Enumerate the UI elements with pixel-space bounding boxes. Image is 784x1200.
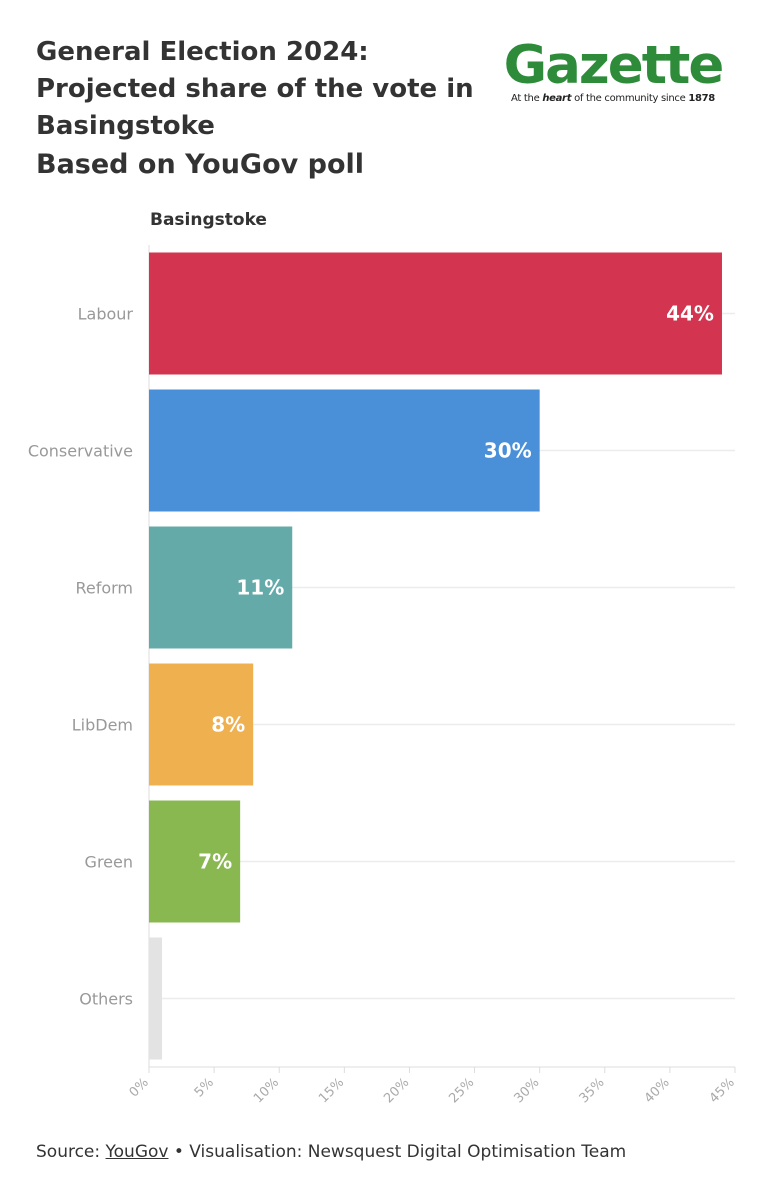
category-label-libdem: LibDem — [72, 716, 133, 735]
category-label-others: Others — [79, 990, 133, 1009]
bar-libdem — [149, 663, 254, 786]
bar-conservative — [149, 389, 540, 512]
data-label-labour: 44% — [666, 302, 714, 326]
logo-tagline-emphasis: heart — [542, 93, 572, 104]
x-tick-label: 30% — [511, 1075, 542, 1106]
x-tick-label: 45% — [707, 1075, 738, 1106]
source-link[interactable]: YouGov — [105, 1142, 169, 1162]
logo-tagline: At the heart of the community since 1878 — [501, 92, 725, 105]
bar-green — [149, 800, 241, 923]
x-tick-label: 5% — [192, 1075, 217, 1100]
chart-title: General Election 2024: Projected share o… — [36, 37, 474, 141]
category-label-conservative: Conservative — [28, 442, 133, 461]
gazette-logo[interactable]: Gazette At the heart of the community si… — [501, 36, 725, 108]
data-label-conservative: 30% — [484, 439, 532, 463]
category-label-labour: Labour — [78, 305, 134, 324]
chart-group-label: Basingstoke — [150, 210, 267, 230]
data-label-reform: 11% — [236, 576, 284, 600]
category-label-reform: Reform — [75, 579, 133, 598]
x-tick-label: 25% — [446, 1075, 477, 1106]
x-tick-label: 40% — [642, 1075, 673, 1106]
x-tick-label: 35% — [577, 1075, 608, 1106]
logo-tagline-pre: At the — [511, 93, 543, 104]
x-tick-label: 20% — [381, 1075, 412, 1106]
bar-others — [149, 937, 163, 1060]
bar-chart: Labour 44% Conservative 30% Reform 11% LibDem 8… — [28, 245, 738, 1106]
data-label-libdem: 8% — [211, 713, 245, 737]
source-footer: Source: YouGov • Visualisation: Newsques… — [36, 1140, 626, 1164]
logo-tagline-year: 1878 — [688, 93, 715, 104]
x-tick-label: 0% — [127, 1075, 152, 1100]
category-label-green: Green — [85, 853, 133, 872]
source-prefix: Source: — [36, 1142, 106, 1162]
data-label-green: 7% — [198, 850, 232, 874]
source-suffix: • Visualisation: Newsquest Digital Optim… — [168, 1142, 627, 1162]
bar-labour — [149, 252, 722, 375]
x-tick-label: 15% — [316, 1075, 347, 1106]
logo-tagline-mid: of the community since — [571, 93, 689, 104]
bar-reform — [149, 526, 293, 649]
x-tick-label: 10% — [251, 1075, 282, 1106]
logo-wordmark: Gazette — [503, 35, 725, 96]
chart-subtitle: Based on YouGov poll — [36, 149, 365, 180]
